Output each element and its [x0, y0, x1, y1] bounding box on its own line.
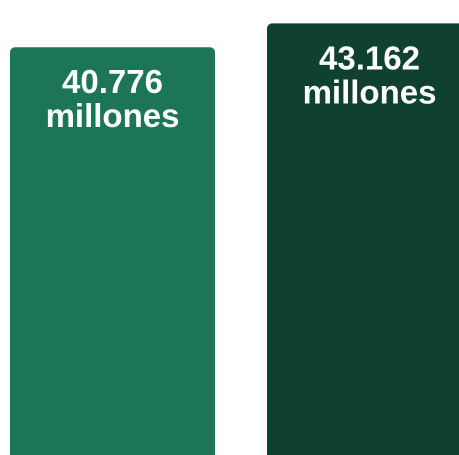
bar-1-value-label: 40.776: [62, 63, 163, 100]
bar-1: [10, 47, 215, 455]
bars-group: [10, 23, 459, 455]
bar-2-unit-label: millones: [303, 73, 437, 110]
bar-1-unit-label: millones: [46, 97, 180, 134]
bar-2: [267, 23, 459, 455]
bar-2-value-label: 43.162: [319, 39, 420, 76]
